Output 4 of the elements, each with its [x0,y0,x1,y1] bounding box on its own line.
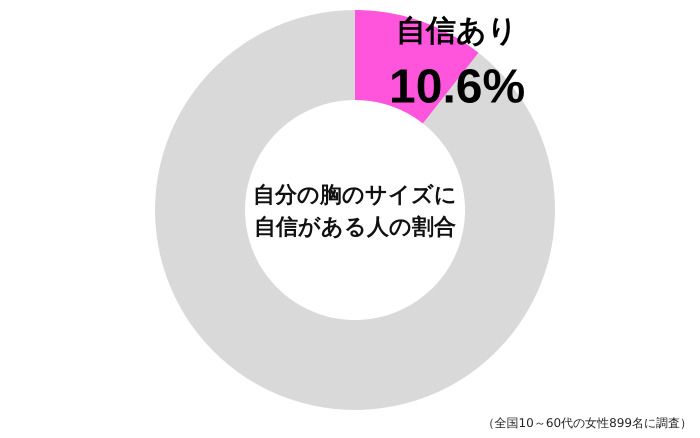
donut-slice [155,10,555,410]
text: （全国10～60代の女性899名に調査） [482,415,692,432]
text: 自分の胸のサイズに自信がある人の割合 [252,182,458,242]
data-label: 10.6% [389,60,526,114]
